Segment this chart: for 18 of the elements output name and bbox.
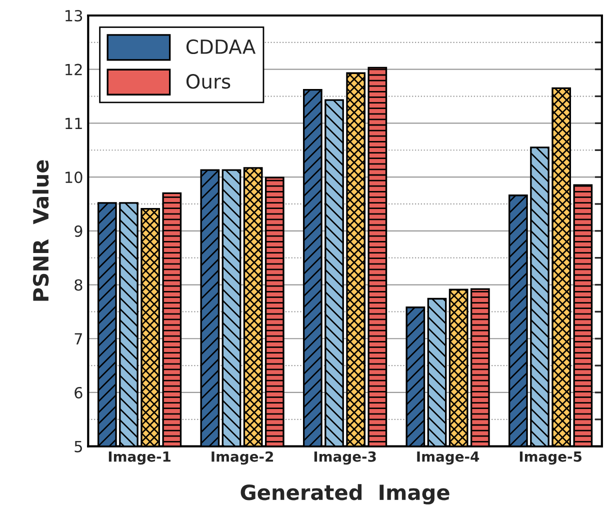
y-tick-label: 12 bbox=[66, 64, 82, 76]
y-tick-label: 5 bbox=[74, 441, 82, 452]
x-tick-label: Image-4 bbox=[417, 452, 480, 465]
x-tick-label: Image-2 bbox=[212, 451, 273, 465]
legend-label: Ours bbox=[186, 74, 230, 89]
x-axis-title: Generated Image bbox=[240, 484, 450, 504]
x-tick-label: Image-1 bbox=[108, 452, 170, 465]
x-tick-label: Image-3 bbox=[314, 451, 376, 465]
y-tick-label: 8 bbox=[74, 279, 82, 291]
y-tick-label: 13 bbox=[66, 10, 82, 22]
y-tick-label: 10 bbox=[66, 172, 82, 184]
x-tick-label: Image-5 bbox=[520, 452, 582, 465]
legend-label: CDDAA bbox=[186, 39, 256, 54]
y-tick-label: 7 bbox=[74, 333, 82, 344]
y-axis-title: PSNR Value bbox=[32, 160, 49, 301]
y-tick-label: 9 bbox=[74, 225, 82, 237]
y-tick-label: 11 bbox=[66, 118, 82, 129]
y-tick-label: 6 bbox=[74, 386, 82, 399]
